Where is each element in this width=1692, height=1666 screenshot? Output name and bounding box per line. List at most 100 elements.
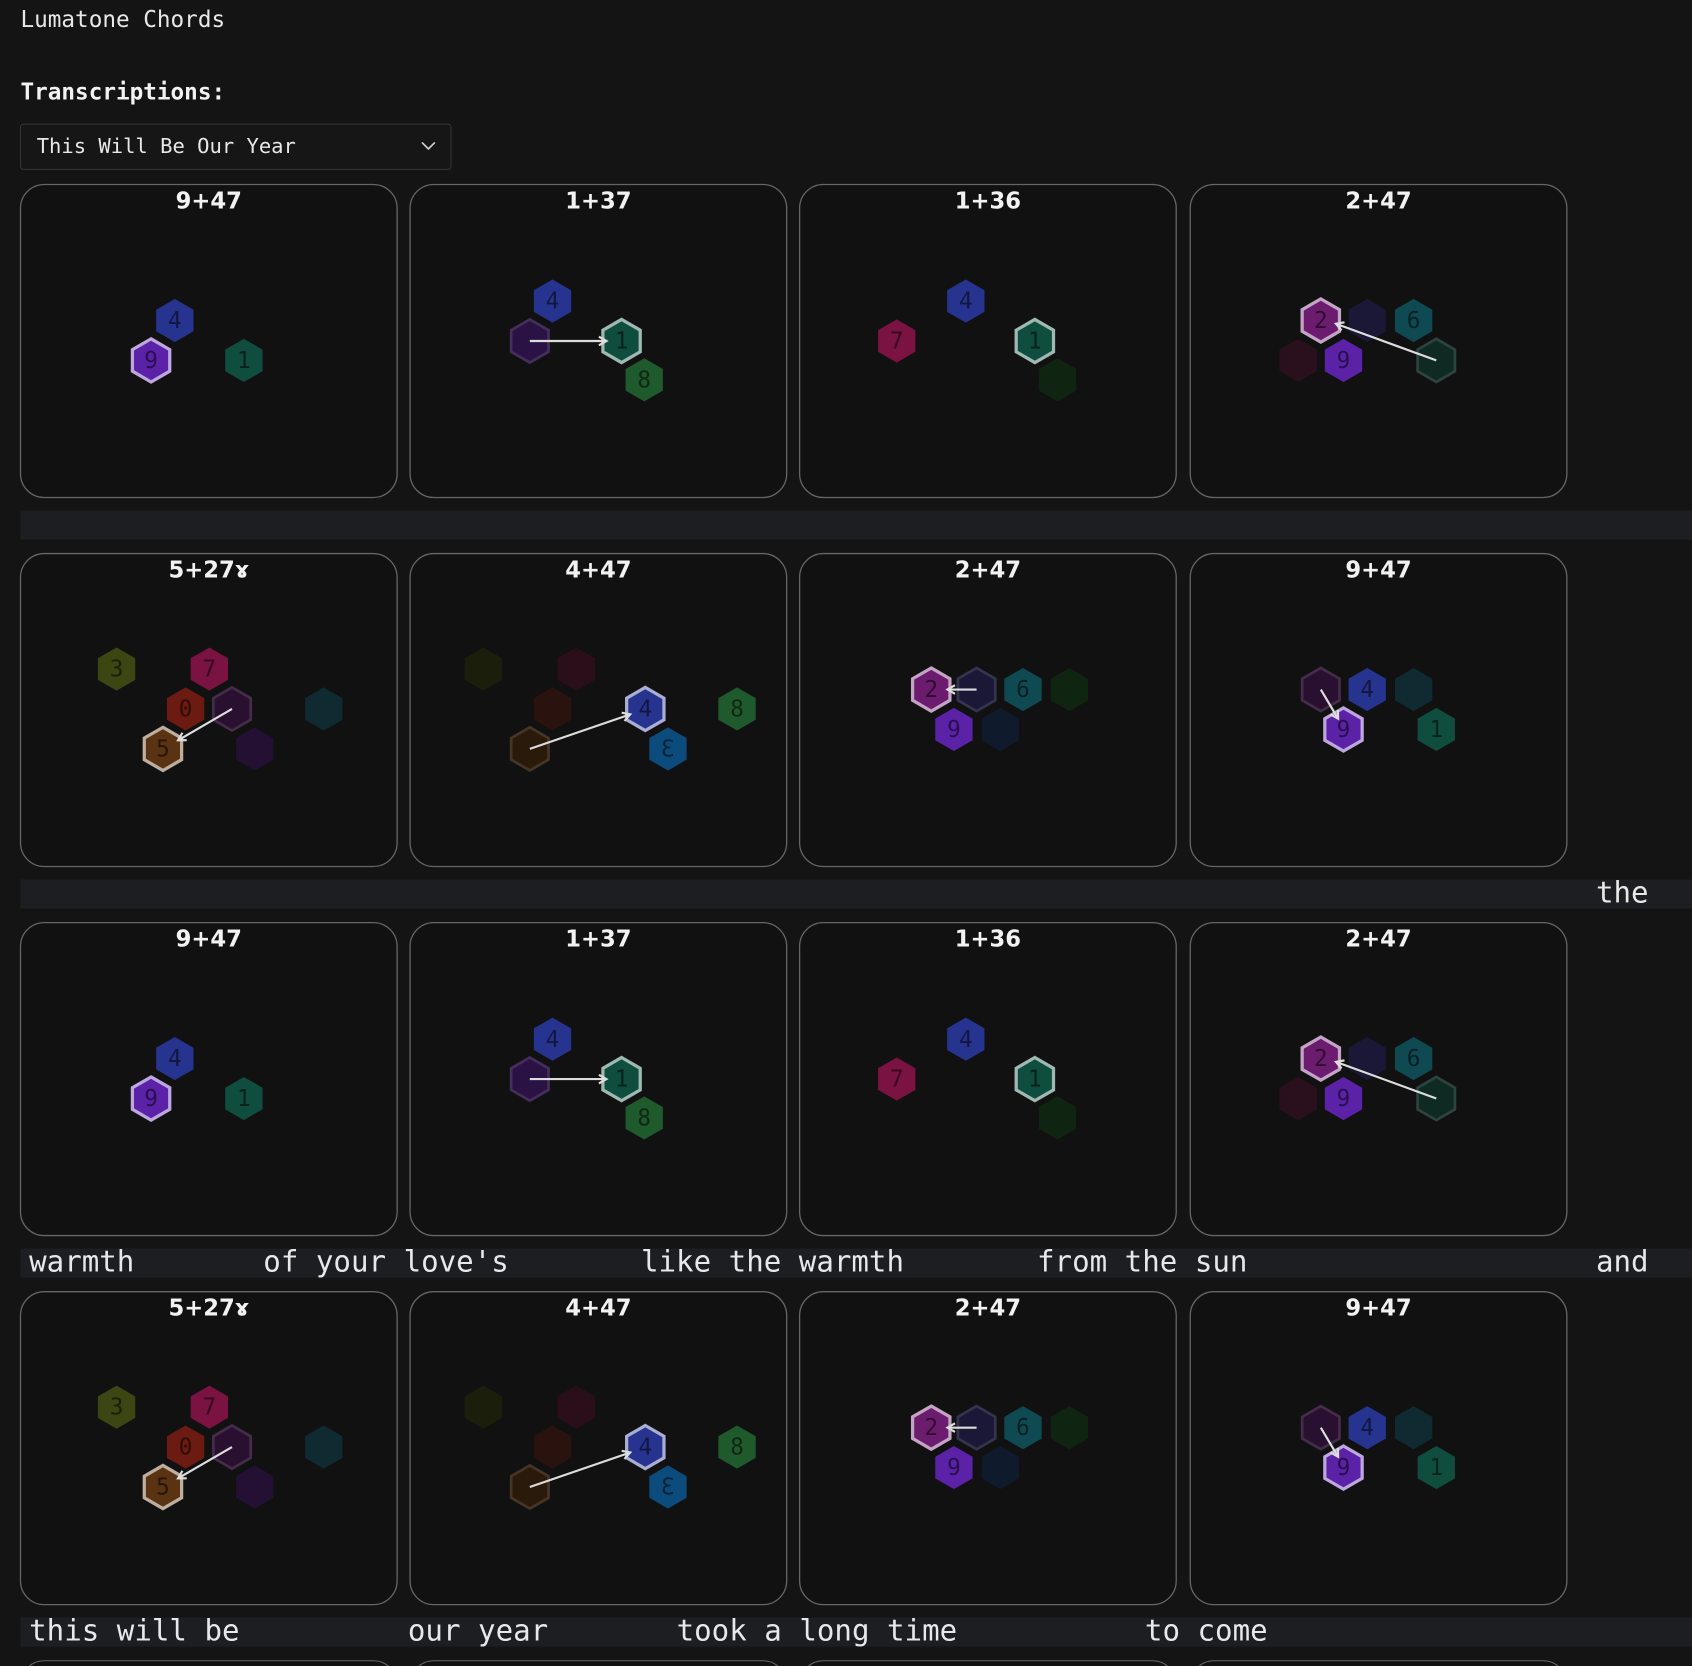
- section-label: Transcriptions:: [21, 79, 226, 105]
- note-hex: [1324, 1076, 1363, 1121]
- chord-card: 9+47 49 1: [19, 921, 398, 1237]
- card-frame: [409, 1291, 788, 1606]
- app-title: Lumatone Chords: [21, 7, 226, 33]
- note-label: 5: [156, 1475, 170, 1501]
- card-frame: [798, 552, 1177, 868]
- note-label: 8: [730, 697, 744, 723]
- lyric-line: this will be our year took a long time to c…: [20, 1614, 1692, 1648]
- lyric-text: from the sun: [1037, 1245, 1247, 1279]
- card-title: 4+47: [565, 557, 631, 583]
- note-label: 4: [546, 289, 560, 315]
- note-label: 7: [890, 329, 904, 355]
- note-hex: [1300, 1404, 1341, 1451]
- note-hex: [156, 1037, 194, 1081]
- lyric-text: of your love's: [263, 1245, 508, 1279]
- note-label: 2: [1314, 1046, 1328, 1072]
- note-hex: [557, 647, 595, 691]
- note-hex: [235, 1465, 274, 1509]
- note-label: 6: [1407, 1046, 1421, 1072]
- note-label: 7: [203, 1395, 217, 1421]
- card-frame: [798, 1291, 1177, 1606]
- lyric-text: our year: [408, 1614, 548, 1648]
- chord-card: 2+47 2 6 9: [1189, 921, 1568, 1237]
- card: [1198, 1660, 1559, 1666]
- chord-card: 5+27ɤ 3 705: [19, 552, 398, 868]
- note-hex: [649, 727, 687, 771]
- card-frame: [19, 1291, 398, 1606]
- note-hex: [1300, 1035, 1342, 1083]
- note-hex: [533, 1425, 572, 1469]
- select-box[interactable]: [19, 123, 452, 170]
- note-hex: [1050, 667, 1089, 712]
- note-hex: [649, 1465, 687, 1509]
- note-label: 2: [924, 1415, 938, 1441]
- note-hex: [601, 317, 642, 365]
- note-label: 9: [947, 717, 961, 743]
- note-label: 8: [637, 1106, 651, 1132]
- note-label: 6: [1407, 308, 1421, 334]
- transcription-select[interactable]: This Will Be Our Year: [19, 123, 452, 170]
- note-hex: [625, 685, 666, 733]
- note-label: 9: [144, 348, 158, 374]
- note-hex: [557, 1385, 595, 1429]
- card-title: 2+47: [1345, 188, 1411, 214]
- lyric-text: to come: [1145, 1614, 1268, 1648]
- lyric-text: this will be: [29, 1614, 239, 1648]
- select-chevron[interactable]: [421, 141, 436, 151]
- voice-arrow: [529, 1452, 630, 1489]
- note-hex: [1417, 1445, 1455, 1490]
- note-label: 1: [1429, 1455, 1443, 1481]
- note-hex: [935, 707, 973, 752]
- note-label: 9: [947, 1455, 961, 1481]
- note-hex: [464, 1385, 503, 1429]
- note-hex: [166, 1425, 205, 1469]
- card-frame: [1189, 1291, 1568, 1606]
- note-label: Ɛ: [661, 1475, 675, 1501]
- note-hex: [601, 1055, 642, 1103]
- note-label: 1: [237, 1086, 251, 1112]
- lyric-text: warmth: [29, 1245, 134, 1279]
- note-hex: [947, 279, 985, 323]
- voice-arrow: [1319, 688, 1338, 719]
- card-title: 5+27ɤ: [168, 557, 249, 583]
- lyric-strip: [20, 510, 1692, 540]
- note-label: 4: [638, 1435, 652, 1461]
- note-hex: [130, 336, 172, 384]
- note-hex: [878, 1057, 916, 1101]
- card-title: 1+37: [565, 926, 631, 952]
- note-label: 3: [110, 657, 124, 683]
- note-hex: [1014, 317, 1056, 365]
- card-frame: [798, 921, 1177, 1237]
- note-hex: [718, 1425, 756, 1469]
- note-label: 1: [1028, 329, 1042, 355]
- note-label: 7: [203, 657, 217, 683]
- card: [418, 1660, 779, 1666]
- note-hex: [1004, 667, 1042, 712]
- note-label: 6: [1016, 1415, 1030, 1441]
- note-hex: [625, 358, 663, 402]
- card-frame: [798, 183, 1177, 499]
- select-value[interactable]: This Will Be Our Year: [37, 134, 296, 158]
- card-title: 2+47: [955, 557, 1021, 583]
- note-label: 4: [546, 1027, 560, 1053]
- note-label: 4: [959, 1027, 973, 1053]
- note-label: 4: [168, 1046, 182, 1072]
- note-label: 9: [1337, 348, 1351, 374]
- chord-card: 4+47 4 8 Ɛ: [409, 552, 788, 868]
- note-hex: [533, 279, 572, 323]
- chord-card: 1+36 4 7 1: [798, 183, 1177, 499]
- note-label: 3: [110, 1395, 124, 1421]
- note-label: 7: [890, 1067, 904, 1093]
- note-hex: [225, 338, 263, 383]
- lyric-text: and: [1596, 1245, 1649, 1279]
- note-label: 6: [1016, 677, 1030, 703]
- card-frame: [409, 552, 788, 868]
- note-label: 4: [1360, 677, 1374, 703]
- note-hex: [1417, 707, 1455, 752]
- note-hex: [1004, 1406, 1042, 1450]
- note-hex: [97, 1385, 136, 1429]
- chord-card: 2+47 2 6 9: [798, 1291, 1177, 1606]
- note-hex: [718, 687, 756, 731]
